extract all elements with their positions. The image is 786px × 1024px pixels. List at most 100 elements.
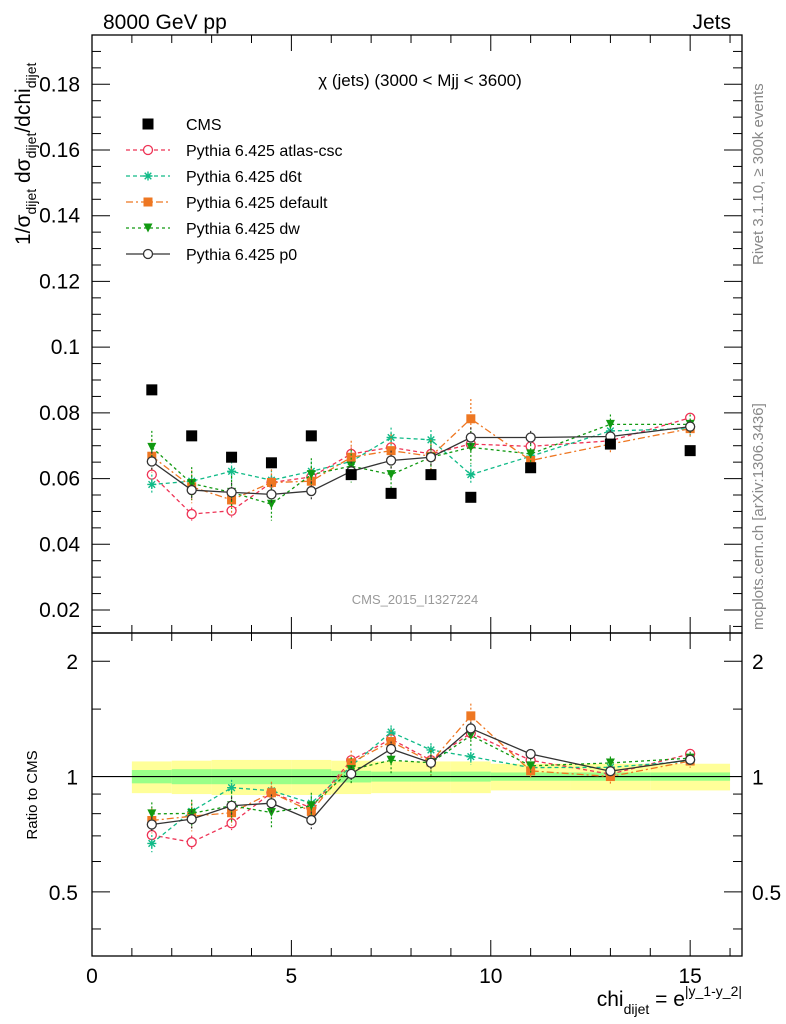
ratio-tick-label-right: 1 xyxy=(752,767,764,790)
ratio-series-line xyxy=(151,727,691,826)
ratio-point xyxy=(605,772,615,782)
data-marks xyxy=(146,384,696,521)
series-point xyxy=(466,414,476,424)
y-tick-label: 0.1 xyxy=(51,336,80,359)
ratio-point xyxy=(187,808,197,818)
series-point xyxy=(147,479,157,489)
series-line xyxy=(151,427,691,486)
y-axis-label: 1/σdijet dσdijet/dchidijet xyxy=(12,63,39,245)
y-tick-label: 0.04 xyxy=(39,533,80,556)
series-point xyxy=(306,470,316,480)
series-point xyxy=(226,505,237,516)
ratio-point xyxy=(386,727,396,737)
series-point xyxy=(187,479,197,488)
legend-marker xyxy=(143,171,153,181)
plot-title: χ (jets) (3000 < Mjj < 3600) xyxy=(318,71,522,90)
ratio-point xyxy=(346,768,357,779)
ratio-tick-label: 0.5 xyxy=(49,882,78,905)
x-tick-label: 10 xyxy=(479,965,502,988)
ratio-point xyxy=(146,819,157,830)
ratio-point xyxy=(466,711,476,721)
series-point xyxy=(425,452,437,463)
legend: CMS Pythia 6.425 atlas-csc Pythia 6.425 d6… xyxy=(126,117,343,264)
axis-ticks xyxy=(91,34,742,956)
series-point xyxy=(385,455,397,466)
data-point xyxy=(385,487,397,499)
legend-label: CMS xyxy=(186,117,222,134)
series-point xyxy=(466,470,476,480)
data-point xyxy=(465,491,477,503)
series-point xyxy=(226,487,237,498)
ratio-point xyxy=(425,757,437,768)
x-tick-label: 15 xyxy=(678,965,701,988)
y-tick-label: 0.06 xyxy=(39,468,80,491)
series-point xyxy=(147,442,157,452)
ratio-tick-label-right: 0.5 xyxy=(752,882,781,905)
ratio-point xyxy=(306,801,316,811)
ratio-panel-frame xyxy=(91,632,743,957)
legend-marker xyxy=(142,118,154,130)
y-tick-label: 0.16 xyxy=(39,139,80,162)
energy-label: 8000 GeV pp xyxy=(103,11,227,34)
ratio-point xyxy=(465,723,476,734)
x-tick-label: 5 xyxy=(286,965,298,988)
y-tick-label: 0.14 xyxy=(39,205,80,228)
series-point xyxy=(386,433,396,442)
x-axis-label: chidijet = e|y_1-y_2| xyxy=(597,983,742,1017)
series-point xyxy=(605,419,615,429)
ratio-point xyxy=(226,800,237,811)
series-point xyxy=(685,421,696,432)
data-point xyxy=(684,445,696,457)
series-point xyxy=(227,466,237,476)
ratio-tick-label: 2 xyxy=(66,651,78,674)
series-point xyxy=(266,499,276,509)
ratio-point xyxy=(385,743,397,755)
y-tick-label: 0.08 xyxy=(39,402,80,425)
ratio-point xyxy=(266,808,276,818)
legend-marker xyxy=(143,223,153,233)
legend-marker xyxy=(142,144,154,156)
legend-label: Pythia 6.425 dw xyxy=(186,221,300,238)
data-point xyxy=(146,384,158,396)
series-point xyxy=(186,508,197,520)
series-point xyxy=(266,489,277,500)
axis-tick-labels: 0 5 10 15 0.02 0.04 0.06 0.08 0.1 0.12 0.14 0.16 0.1… xyxy=(39,73,781,988)
series-point xyxy=(306,485,317,497)
ratio-point xyxy=(266,788,276,798)
data-point xyxy=(226,451,238,463)
legend-marker xyxy=(143,197,153,207)
ratio-point xyxy=(227,783,237,793)
series-point xyxy=(525,432,536,443)
analysis-label: CMS_2015_I1327224 xyxy=(352,592,479,607)
rivet-note: Rivet 3.1.10, ≥ 300k events xyxy=(750,83,767,265)
ratio-point xyxy=(605,766,616,777)
series-point xyxy=(465,432,476,443)
series-point xyxy=(466,442,476,452)
legend-label: Pythia 6.425 atlas-csc xyxy=(186,143,343,160)
ratio-tick-label: 1 xyxy=(66,767,78,790)
series-point xyxy=(346,452,356,462)
ratio-point xyxy=(266,798,277,809)
ratio-series-line xyxy=(151,734,691,815)
ratio-point xyxy=(685,754,696,765)
ratio-point xyxy=(526,761,536,771)
ratio-tick-label-right: 2 xyxy=(752,651,764,674)
series-line xyxy=(151,426,691,495)
ratio-point xyxy=(306,814,317,826)
legend-label: Pythia 6.425 d6t xyxy=(186,169,302,186)
ratio-point xyxy=(226,818,237,829)
data-point xyxy=(186,430,198,442)
legend-label: Pythia 6.425 default xyxy=(186,195,328,212)
series-point xyxy=(526,449,536,459)
y-tick-label: 0.02 xyxy=(39,599,80,622)
legend-marker xyxy=(142,248,154,260)
y-tick-label: 0.18 xyxy=(39,73,80,96)
data-point xyxy=(425,469,437,481)
ratio-point xyxy=(186,837,197,848)
ratio-y-axis-label: Ratio to CMS xyxy=(24,750,41,839)
data-point xyxy=(265,457,277,469)
ratio-point xyxy=(466,752,476,762)
ratio-point xyxy=(186,814,197,825)
series-point xyxy=(146,456,157,467)
